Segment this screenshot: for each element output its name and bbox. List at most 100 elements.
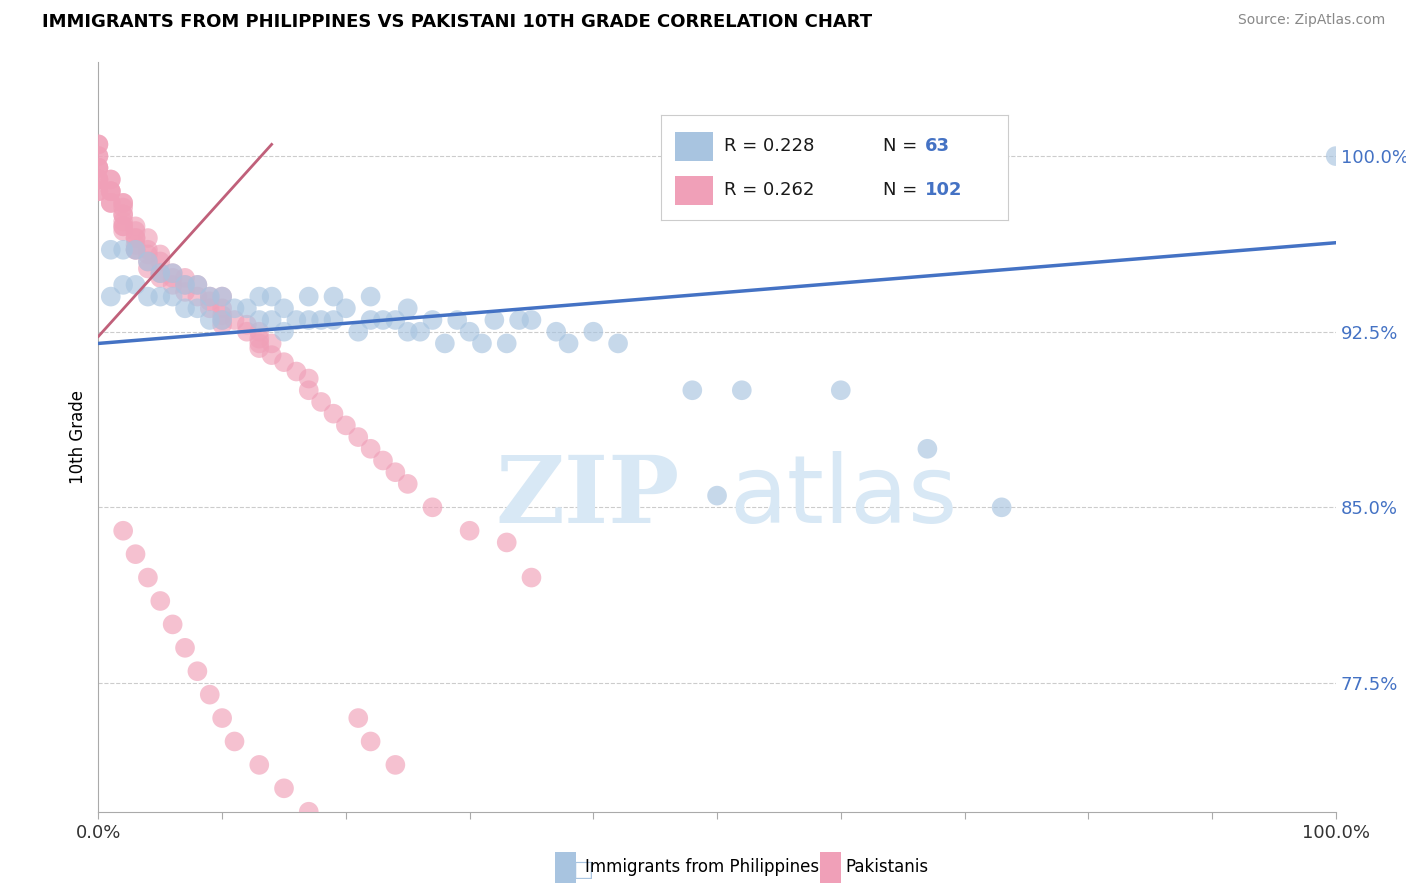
Point — [136, 254, 159, 268]
Point — [247, 336, 270, 351]
Point — [162, 271, 184, 285]
Point — [557, 336, 579, 351]
Point — [211, 301, 233, 316]
Point — [112, 277, 135, 292]
Point — [87, 149, 110, 163]
Point — [112, 196, 135, 211]
Point — [298, 313, 321, 327]
Point — [298, 805, 321, 819]
Point — [495, 535, 517, 549]
Point — [298, 290, 321, 304]
Point — [260, 336, 283, 351]
Point — [87, 172, 110, 186]
Point — [247, 325, 270, 339]
Point — [830, 384, 852, 398]
Point — [285, 313, 308, 327]
Point — [681, 384, 703, 398]
Point — [124, 238, 146, 252]
Point — [124, 231, 146, 245]
Point — [546, 325, 568, 339]
Point — [112, 219, 135, 234]
Point — [124, 231, 146, 245]
Point — [100, 290, 122, 304]
Point — [174, 285, 197, 299]
Point — [471, 336, 494, 351]
Point — [322, 313, 344, 327]
Point — [124, 243, 146, 257]
Point — [396, 477, 419, 491]
Point — [112, 215, 135, 229]
Point — [136, 243, 159, 257]
Point — [285, 364, 308, 378]
Point — [706, 489, 728, 503]
Point — [607, 336, 630, 351]
Point — [100, 243, 122, 257]
Point — [174, 640, 197, 655]
Point — [224, 313, 246, 327]
Point — [87, 172, 110, 186]
Point — [371, 453, 394, 467]
Point — [124, 224, 146, 238]
Point — [211, 308, 233, 322]
Point — [198, 294, 221, 309]
Point — [347, 325, 370, 339]
Point — [87, 161, 110, 175]
Point — [273, 325, 295, 339]
Point — [422, 500, 444, 515]
Point — [433, 336, 456, 351]
Point — [100, 196, 122, 211]
Point — [520, 313, 543, 327]
Point — [149, 254, 172, 268]
Y-axis label: 10th Grade: 10th Grade — [69, 390, 87, 484]
Point — [112, 219, 135, 234]
Point — [211, 290, 233, 304]
Point — [309, 395, 332, 409]
Point — [335, 418, 357, 433]
Point — [100, 172, 122, 186]
Point — [162, 290, 184, 304]
Point — [149, 266, 172, 280]
Point — [335, 301, 357, 316]
Point — [186, 664, 208, 679]
Point — [100, 184, 122, 198]
Point — [211, 711, 233, 725]
Point — [100, 172, 122, 186]
Point — [112, 524, 135, 538]
Point — [384, 465, 406, 479]
Point — [731, 384, 754, 398]
Point — [100, 184, 122, 198]
Point — [186, 277, 208, 292]
Point — [446, 313, 468, 327]
Point — [322, 828, 344, 842]
Point — [260, 348, 283, 362]
Point — [186, 290, 208, 304]
Point — [124, 277, 146, 292]
Point — [112, 208, 135, 222]
Point — [347, 711, 370, 725]
Point — [917, 442, 939, 456]
Point — [211, 313, 233, 327]
Point — [186, 277, 208, 292]
Point — [236, 325, 259, 339]
Point — [273, 781, 295, 796]
Point — [247, 313, 270, 327]
Point — [322, 290, 344, 304]
Point — [360, 734, 382, 748]
Point — [87, 137, 110, 152]
Point — [198, 290, 221, 304]
Point — [582, 325, 605, 339]
Point — [384, 758, 406, 772]
Point — [458, 524, 481, 538]
Point — [136, 231, 159, 245]
Point — [136, 247, 159, 261]
Text: atlas: atlas — [730, 451, 957, 543]
Point — [149, 247, 172, 261]
Text: □: □ — [574, 860, 593, 880]
Point — [247, 341, 270, 355]
Point — [112, 208, 135, 222]
Point — [124, 219, 146, 234]
Point — [211, 318, 233, 332]
Point — [87, 172, 110, 186]
Point — [273, 355, 295, 369]
Point — [508, 313, 530, 327]
